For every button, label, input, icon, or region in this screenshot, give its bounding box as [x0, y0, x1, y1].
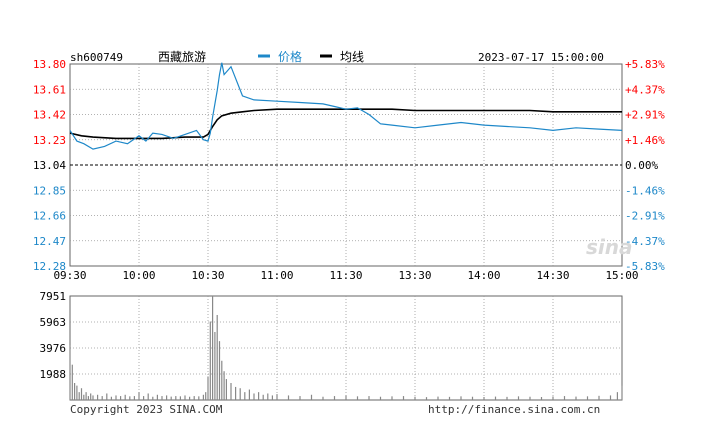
- pct-tick-label: +4.37%: [625, 83, 665, 96]
- stock-code: sh600749: [70, 51, 123, 64]
- pct-tick-label: +2.91%: [625, 109, 665, 122]
- price-tick-label: 13.04: [33, 159, 66, 172]
- price-tick-label: 12.47: [33, 235, 66, 248]
- volume-tick-label: 7951: [40, 290, 67, 303]
- pct-tick-label: 0.00%: [625, 159, 658, 172]
- pct-tick-label: -5.83%: [625, 260, 665, 273]
- price-tick-label: 13.23: [33, 134, 66, 147]
- legend-price-label: 价格: [278, 49, 302, 64]
- timestamp: 2023-07-17 15:00:00: [478, 51, 604, 64]
- time-tick-label: 14:00: [467, 269, 500, 282]
- price-tick-label: 12.85: [33, 184, 66, 197]
- pct-tick-label: -4.37%: [625, 235, 665, 248]
- time-tick-label: 14:30: [536, 269, 569, 282]
- pct-tick-label: +1.46%: [625, 134, 665, 147]
- price-tick-label: 13.61: [33, 83, 66, 96]
- price-line: [69, 62, 623, 150]
- source-url: http://finance.sina.com.cn: [428, 403, 600, 416]
- time-tick-label: 11:30: [329, 269, 362, 282]
- time-tick-label: 13:30: [398, 269, 431, 282]
- sina-watermark: sina: [586, 235, 633, 259]
- time-tick-label: 09:30: [53, 269, 86, 282]
- volume-tick-label: 1988: [40, 368, 67, 381]
- time-tick-label: 10:00: [122, 269, 155, 282]
- price-tick-label: 13.80: [33, 58, 66, 71]
- pct-tick-label: +5.83%: [625, 58, 665, 71]
- pct-tick-label: -2.91%: [625, 210, 665, 223]
- time-tick-label: 11:00: [260, 269, 293, 282]
- price-tick-label: 12.66: [33, 210, 66, 223]
- time-tick-label: 10:30: [191, 269, 224, 282]
- volume-tick-label: 3976: [40, 342, 67, 355]
- volume-tick-label: 5963: [40, 316, 67, 329]
- stock-name: 西藏旅游: [158, 50, 206, 64]
- legend-avg-label: 均线: [340, 50, 364, 64]
- time-tick-label: 15:00: [605, 269, 638, 282]
- pct-tick-label: -1.46%: [625, 184, 665, 197]
- copyright-text: Copyright 2023 SINA.COM: [70, 403, 223, 416]
- avg-price-line: [69, 108, 622, 140]
- price-tick-label: 13.42: [33, 109, 66, 122]
- price-tick-label: 12.28: [33, 260, 66, 273]
